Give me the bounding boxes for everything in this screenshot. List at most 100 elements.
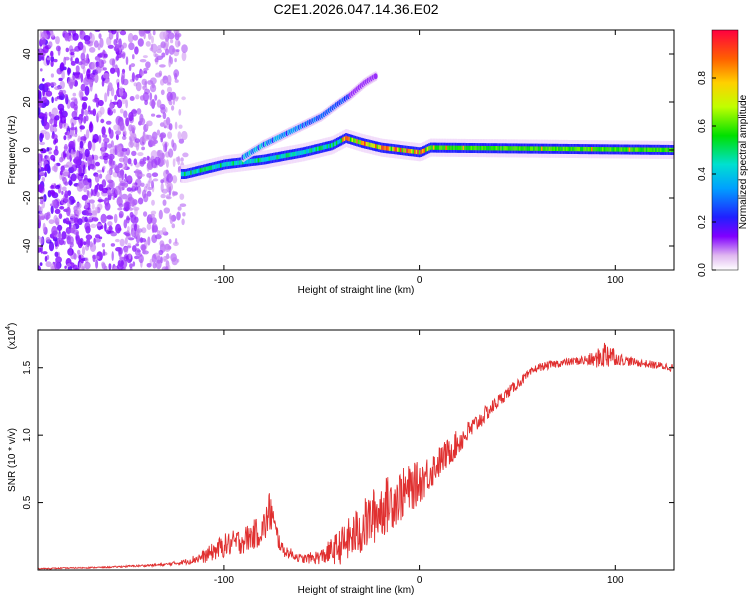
heatmap-cell [265,157,268,162]
snr-frame [37,329,675,571]
heatmap-cell [351,137,354,143]
heatmap-cell [570,146,573,152]
spectrogram-panel: -100 0 100 40 20 0 -20 -40 Height of straight … [7,29,675,296]
heatmap-cell [141,134,148,143]
heatmap-cell [125,99,128,109]
heatmap-cell [160,137,163,143]
heatmap-cell [110,193,117,197]
heatmap-cell [56,184,60,188]
heatmap-cell [149,100,156,107]
heatmap-cell [194,169,198,174]
heatmap-cell [161,188,168,194]
heatmap-cell [107,107,111,115]
heatmap-cell [472,145,475,151]
colorbar-label: Normalized spectral amplitude [738,94,749,229]
heatmap-cell [642,147,645,152]
heatmap-cell [160,107,166,114]
heatmap-cell [69,218,76,224]
heatmap-cell [69,227,75,234]
heatmap-cell [573,146,576,152]
heatmap-cell [117,207,123,211]
heatmap-cell [116,32,119,41]
heatmap-cell [114,44,120,52]
x-tick-label: 0 [417,575,423,586]
heatmap-cell [267,156,270,162]
heatmap-cell [234,161,237,166]
heatmap-cell [115,223,122,234]
heatmap-cell [201,167,204,173]
heatmap-cell [167,33,171,38]
heatmap-cell [97,110,102,118]
heatmap-cell [367,142,370,147]
heatmap-cell [102,67,107,71]
heatmap-cell [124,237,128,245]
heatmap-cell [221,162,224,168]
heatmap-cell [392,146,395,152]
heatmap-cell [215,164,218,169]
heatmap-cell [104,202,111,211]
heatmap-cell [210,165,213,170]
heatmap-cell [78,261,84,270]
heatmap-cell [181,44,188,53]
heatmap-cell [116,263,124,270]
heatmap-cell [92,142,96,152]
heatmap-cell [581,146,584,152]
heatmap-cell [114,144,119,149]
heatmap-cell [467,145,470,151]
heatmap-cell [636,147,639,152]
heatmap-cell [69,48,77,53]
heatmap-cell [49,82,57,87]
heatmap-cell [533,146,536,151]
y-tick-label: 1.0 [22,428,33,442]
heatmap-cell [181,218,185,226]
heatmap-cell [129,197,136,207]
heatmap-cell [110,67,116,74]
heatmap-cell [161,266,168,270]
heatmap-cell [110,243,116,247]
heatmap-cell [434,145,437,150]
heatmap-cell [57,103,65,111]
heatmap-cell [83,109,89,116]
colorbar-ticks: 0.0 0.2 0.4 0.6 0.8 [697,71,716,277]
heatmap-cell [249,159,252,164]
heatmap-cell [84,39,91,45]
heatmap-cell [132,261,136,267]
heatmap-cell [81,194,89,201]
heatmap-cell [113,160,116,166]
heatmap-cell [515,146,519,151]
heatmap-cell [44,171,47,178]
heatmap-cell [301,150,304,155]
heatmap-cell [78,119,82,126]
heatmap-cell [409,149,412,154]
heatmap-cell [429,145,432,150]
heatmap-cell [118,38,122,49]
heatmap-cell [562,146,565,152]
heatmap-cell [51,96,54,104]
heatmap-cell [84,261,91,270]
heatmap-cell [161,227,167,234]
heatmap-cell [77,135,81,142]
heatmap-cell [550,146,553,151]
heatmap-cell [177,155,181,166]
heatmap-cell [133,141,140,148]
heatmap-cell [165,159,169,168]
heatmap-cell [312,147,315,153]
heatmap-cell [116,150,124,157]
heatmap-cell [528,146,531,151]
heatmap-cell [74,217,79,225]
heatmap-cell [359,140,362,145]
scale-note-exponent: 4 [5,326,12,330]
heatmap-cell [181,96,186,101]
heatmap-cell [273,155,276,160]
heatmap-cell [68,213,75,218]
heatmap-cell [432,145,436,150]
heatmap-cell [44,255,48,262]
heatmap-cell [641,147,644,152]
heatmap-cell [109,180,115,189]
heatmap-cell [101,261,106,267]
heatmap-cell [78,254,82,262]
heatmap-cell [107,85,111,89]
heatmap-cell [66,263,72,267]
heatmap-cell [184,171,187,177]
heatmap-cell [335,140,338,146]
